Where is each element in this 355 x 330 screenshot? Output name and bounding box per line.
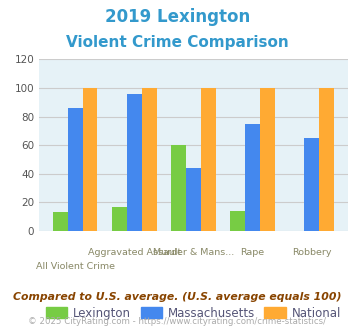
Bar (186, 168, 201, 231)
Text: Aggravated Assault: Aggravated Assault (88, 248, 181, 257)
Bar (319, 88, 334, 231)
Bar (171, 145, 186, 231)
Text: Robbery: Robbery (292, 248, 332, 257)
Bar (83, 88, 97, 231)
Text: Rape: Rape (241, 248, 264, 257)
Text: 2019 Lexington: 2019 Lexington (105, 8, 250, 26)
Bar (127, 94, 142, 231)
Bar (142, 88, 157, 231)
Legend: Lexington, Massachusetts, National: Lexington, Massachusetts, National (41, 302, 346, 325)
Bar (112, 207, 127, 231)
Text: Murder & Mans...: Murder & Mans... (153, 248, 234, 257)
Text: © 2025 CityRating.com - https://www.cityrating.com/crime-statistics/: © 2025 CityRating.com - https://www.city… (28, 317, 327, 326)
Bar (245, 124, 260, 231)
Bar (68, 108, 83, 231)
Bar (230, 211, 245, 231)
Bar (53, 213, 68, 231)
Text: All Violent Crime: All Violent Crime (36, 262, 115, 271)
Bar (304, 138, 319, 231)
Text: Compared to U.S. average. (U.S. average equals 100): Compared to U.S. average. (U.S. average … (13, 292, 342, 302)
Bar (260, 88, 275, 231)
Text: Violent Crime Comparison: Violent Crime Comparison (66, 35, 289, 50)
Bar (201, 88, 215, 231)
